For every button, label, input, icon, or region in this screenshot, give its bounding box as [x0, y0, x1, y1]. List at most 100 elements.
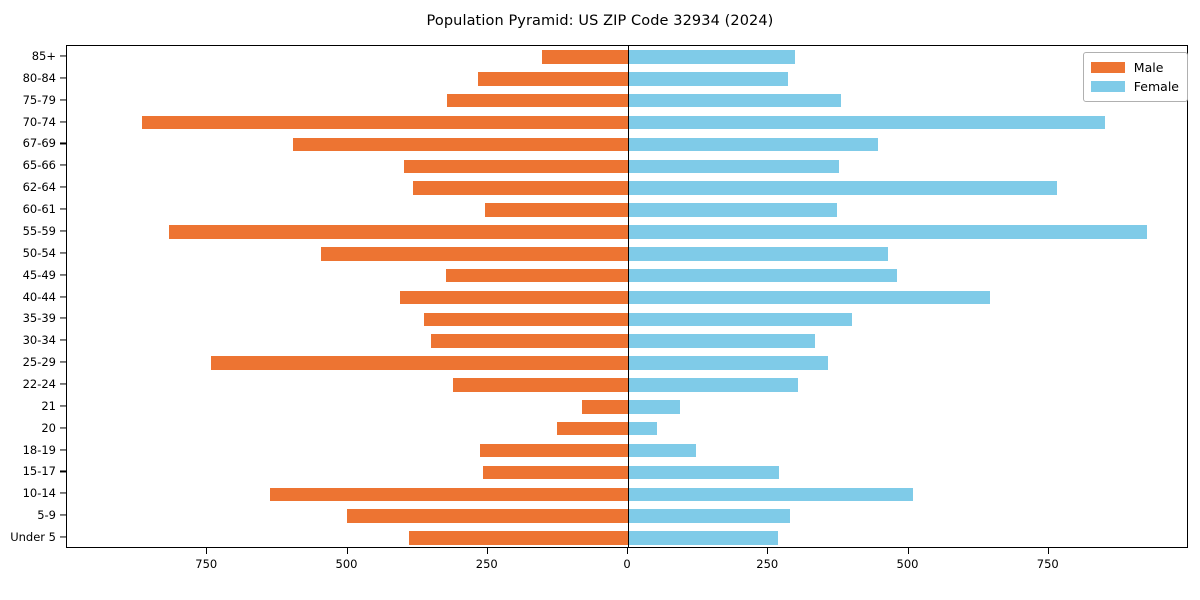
bar-male[interactable] — [320, 246, 628, 261]
bar-male[interactable] — [483, 465, 628, 480]
bar-male[interactable] — [403, 159, 628, 174]
bar-female[interactable] — [628, 487, 913, 502]
y-tick-label: 85+ — [31, 48, 56, 63]
bar-female[interactable] — [628, 509, 791, 523]
legend-swatch-female — [1090, 81, 1125, 92]
bar-female[interactable] — [628, 115, 1106, 130]
bar-row — [67, 115, 1187, 130]
bar-female[interactable] — [628, 443, 697, 458]
bar-female[interactable] — [628, 268, 898, 283]
bar-male[interactable] — [292, 137, 628, 152]
bar-male[interactable] — [269, 487, 628, 502]
bar-row — [67, 487, 1187, 502]
bar-male[interactable] — [346, 509, 628, 523]
x-tick-label: 500 — [896, 557, 919, 571]
y-tick-mark — [60, 208, 66, 210]
bar-female[interactable] — [628, 356, 829, 370]
y-tick-mark — [60, 470, 66, 472]
y-tick-label: 35-39 — [22, 311, 56, 326]
bar-female[interactable] — [628, 246, 889, 261]
bar-row — [67, 356, 1187, 370]
bar-row — [67, 290, 1187, 305]
bar-male[interactable] — [413, 181, 628, 195]
x-tick-label: 250 — [756, 557, 779, 571]
y-tick-mark — [60, 230, 66, 232]
y-tick-mark — [60, 55, 66, 57]
bar-row — [67, 93, 1187, 108]
bar-male[interactable] — [478, 72, 628, 86]
zero-axis-line — [628, 46, 630, 547]
y-tick-label: 10-14 — [22, 486, 56, 501]
y-tick-label: 40-44 — [22, 289, 56, 304]
y-tick-mark — [60, 361, 66, 363]
x-tick-mark — [1047, 548, 1049, 554]
bar-male[interactable] — [431, 334, 628, 348]
bar-female[interactable] — [628, 334, 815, 348]
bar-female[interactable] — [628, 378, 798, 392]
bar-male[interactable] — [479, 443, 628, 458]
bar-female[interactable] — [628, 72, 788, 86]
bar-female[interactable] — [628, 290, 990, 305]
bar-male[interactable] — [211, 356, 628, 370]
bar-row — [67, 400, 1187, 414]
bar-female[interactable] — [628, 421, 658, 436]
y-tick-label: 75-79 — [22, 92, 56, 107]
bar-male[interactable] — [169, 225, 628, 239]
bar-row — [67, 72, 1187, 86]
bar-male[interactable] — [452, 378, 628, 392]
bar-female[interactable] — [628, 400, 681, 414]
bar-male[interactable] — [581, 400, 628, 414]
bar-row — [67, 181, 1187, 195]
bar-male[interactable] — [484, 203, 628, 217]
bar-row — [67, 225, 1187, 239]
bar-male[interactable] — [556, 421, 628, 436]
bar-male[interactable] — [445, 268, 628, 283]
y-tick-label: 25-29 — [22, 355, 56, 370]
bar-female[interactable] — [628, 50, 795, 64]
bar-row — [67, 334, 1187, 348]
y-tick-label: 67-69 — [22, 136, 56, 151]
bar-female[interactable] — [628, 159, 840, 174]
bar-female[interactable] — [628, 203, 837, 217]
y-tick-label: 22-24 — [22, 376, 56, 391]
bar-male[interactable] — [141, 115, 628, 130]
y-tick-mark — [60, 99, 66, 101]
y-tick-label: 50-54 — [22, 245, 56, 260]
y-tick-label: 30-34 — [22, 333, 56, 348]
bar-male[interactable] — [424, 312, 628, 327]
bar-female[interactable] — [628, 93, 842, 108]
bar-row — [67, 268, 1187, 283]
legend-swatch-male — [1090, 62, 1125, 73]
bar-male[interactable] — [447, 93, 628, 108]
y-tick-label: 55-59 — [22, 223, 56, 238]
y-tick-mark — [60, 536, 66, 538]
x-tick-label: 750 — [1036, 557, 1059, 571]
y-tick-mark — [60, 252, 66, 254]
x-tick-label: 0 — [623, 557, 631, 571]
bar-female[interactable] — [628, 312, 853, 327]
x-axis: 750 500 250 0 250 500 750 — [66, 548, 1188, 588]
bar-row — [67, 312, 1187, 327]
legend-item-male[interactable]: Male — [1090, 58, 1179, 77]
x-tick-mark — [486, 548, 488, 554]
bar-male[interactable] — [408, 531, 628, 545]
y-tick-mark — [60, 77, 66, 79]
bar-male[interactable] — [541, 50, 628, 64]
y-tick-label: 70-74 — [22, 114, 56, 129]
bar-row — [67, 50, 1187, 64]
legend-item-female[interactable]: Female — [1090, 77, 1179, 96]
chart-title: Population Pyramid: US ZIP Code 32934 (2… — [426, 13, 774, 29]
bar-row — [67, 443, 1187, 458]
bar-female[interactable] — [628, 181, 1057, 195]
bar-female[interactable] — [628, 531, 779, 545]
bar-male[interactable] — [399, 290, 628, 305]
bar-female[interactable] — [628, 137, 878, 152]
y-tick-mark — [60, 164, 66, 166]
bar-female[interactable] — [628, 465, 780, 480]
y-tick-label: 20 — [41, 420, 56, 435]
bar-female[interactable] — [628, 225, 1147, 239]
y-tick-label: 21 — [41, 398, 56, 413]
y-tick-label: 65-66 — [22, 158, 56, 173]
y-tick-mark — [60, 492, 66, 494]
bar-row — [67, 378, 1187, 392]
